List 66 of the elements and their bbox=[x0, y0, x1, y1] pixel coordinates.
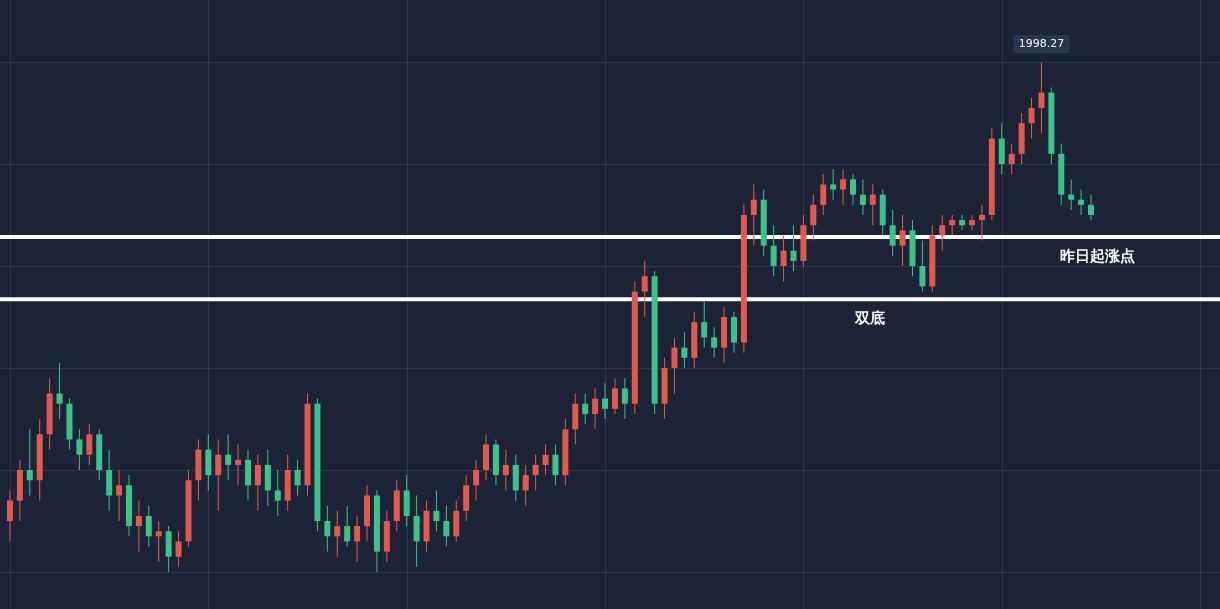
candlestick bbox=[443, 505, 450, 548]
candlestick bbox=[859, 178, 866, 216]
candlestick bbox=[840, 168, 847, 206]
candlestick bbox=[939, 214, 946, 252]
candlestick bbox=[949, 214, 956, 236]
candlestick bbox=[542, 444, 549, 476]
candlestick bbox=[820, 173, 827, 216]
candlestick bbox=[701, 301, 708, 349]
candlestick bbox=[830, 168, 837, 201]
candlestick bbox=[433, 489, 440, 532]
candlestick bbox=[919, 240, 926, 293]
candlestick bbox=[354, 515, 361, 563]
candlestick bbox=[1068, 178, 1075, 211]
candlestick bbox=[621, 377, 628, 420]
candlestick bbox=[641, 260, 648, 318]
candlestick bbox=[780, 234, 787, 282]
candlestick bbox=[770, 224, 777, 277]
candlestick bbox=[155, 520, 162, 563]
candlestick bbox=[899, 214, 906, 267]
candlestick bbox=[473, 459, 480, 502]
candlestick bbox=[56, 362, 63, 420]
candlestick bbox=[810, 194, 817, 242]
candlestick bbox=[1038, 61, 1045, 134]
candlestick bbox=[671, 336, 678, 395]
candlestick bbox=[1088, 194, 1095, 221]
candlestick bbox=[274, 469, 281, 517]
candlestick bbox=[959, 214, 966, 231]
candlestick bbox=[334, 510, 341, 558]
candlestick bbox=[552, 444, 559, 486]
candlestick bbox=[681, 331, 688, 369]
candlestick bbox=[26, 428, 33, 497]
candlestick bbox=[1078, 189, 1085, 216]
candlestick bbox=[532, 454, 539, 491]
candlestick bbox=[76, 428, 83, 471]
candlestick bbox=[849, 173, 856, 206]
candlestick bbox=[175, 530, 182, 568]
candlestick bbox=[582, 393, 589, 425]
candlestick bbox=[889, 209, 896, 257]
candlestick bbox=[344, 505, 351, 548]
candlestick bbox=[86, 423, 93, 466]
candlestick bbox=[1008, 143, 1015, 175]
candlestick bbox=[294, 459, 301, 497]
candlestick bbox=[135, 500, 142, 553]
candlestick bbox=[592, 387, 599, 430]
candlestick bbox=[978, 204, 985, 242]
candlestick bbox=[225, 433, 232, 481]
candlestick bbox=[790, 224, 797, 272]
candlestick bbox=[611, 377, 618, 415]
ref-line-label: 昨日起涨点 bbox=[1059, 246, 1135, 265]
annotation: 1998.27 bbox=[1018, 37, 1065, 51]
candlestick bbox=[969, 214, 976, 231]
candlestick bbox=[324, 505, 331, 553]
candlestick bbox=[502, 449, 509, 491]
candlestick bbox=[235, 444, 242, 486]
candlestick bbox=[215, 438, 222, 512]
candlestick bbox=[750, 183, 757, 247]
candlestick bbox=[145, 505, 152, 548]
candlestick bbox=[869, 183, 876, 226]
candlestick bbox=[1028, 97, 1035, 140]
candlestick bbox=[254, 454, 261, 512]
candlestick bbox=[116, 469, 123, 522]
candlestick bbox=[522, 464, 529, 507]
ref-line-label: 双底 bbox=[854, 309, 885, 328]
candlestick bbox=[711, 326, 718, 359]
candlestick bbox=[602, 382, 609, 420]
candlestick bbox=[6, 489, 13, 542]
